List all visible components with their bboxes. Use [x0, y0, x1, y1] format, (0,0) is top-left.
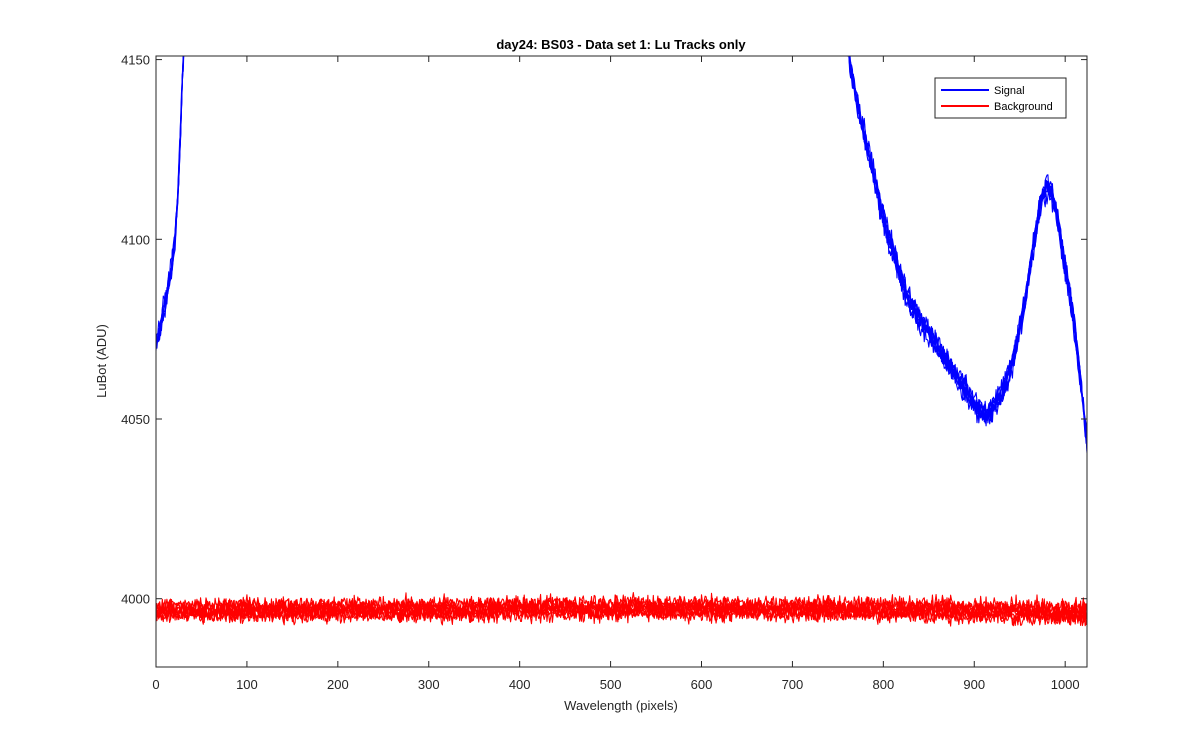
- x-tick-label: 900: [963, 677, 985, 692]
- y-tick-label: 4100: [121, 232, 150, 247]
- series-line-signal: [156, 56, 1087, 443]
- series-line-background: [156, 595, 1087, 621]
- plot-area: [156, 56, 1087, 667]
- x-tick-label: 300: [418, 677, 440, 692]
- x-tick-label: 500: [600, 677, 622, 692]
- axes-box: [155, 55, 1088, 668]
- x-tick-label: 100: [236, 677, 258, 692]
- x-tick-label: 0: [152, 677, 159, 692]
- x-tick-label: 1000: [1051, 677, 1080, 692]
- y-axis-label: LuBot (ADU): [94, 324, 109, 398]
- chart-title: day24: BS03 - Data set 1: Lu Tracks only: [496, 37, 746, 52]
- series-line-background: [156, 592, 1087, 617]
- series-layer: [156, 56, 1087, 627]
- legend-label-signal: Signal: [994, 85, 1025, 97]
- y-tick-label: 4050: [121, 412, 150, 427]
- x-tick-label: 400: [509, 677, 531, 692]
- legend-label-background: Background: [994, 101, 1053, 113]
- x-tick-label: 600: [691, 677, 713, 692]
- x-axis-label: Wavelength (pixels): [564, 698, 678, 713]
- x-axis-ticks: 0 100 200 300 400 500 600 700 800 900 1000: [152, 56, 1080, 692]
- y-axis-ticks: 4000 4050 4100 4150: [121, 53, 1087, 607]
- legend-box: [934, 77, 1067, 119]
- y-tick-label: 4000: [121, 592, 150, 607]
- x-tick-label: 700: [782, 677, 804, 692]
- x-tick-label: 200: [327, 677, 349, 692]
- y-tick-label: 4150: [121, 53, 150, 68]
- x-tick-label: 800: [872, 677, 894, 692]
- legend: Signal Background: [934, 77, 1067, 119]
